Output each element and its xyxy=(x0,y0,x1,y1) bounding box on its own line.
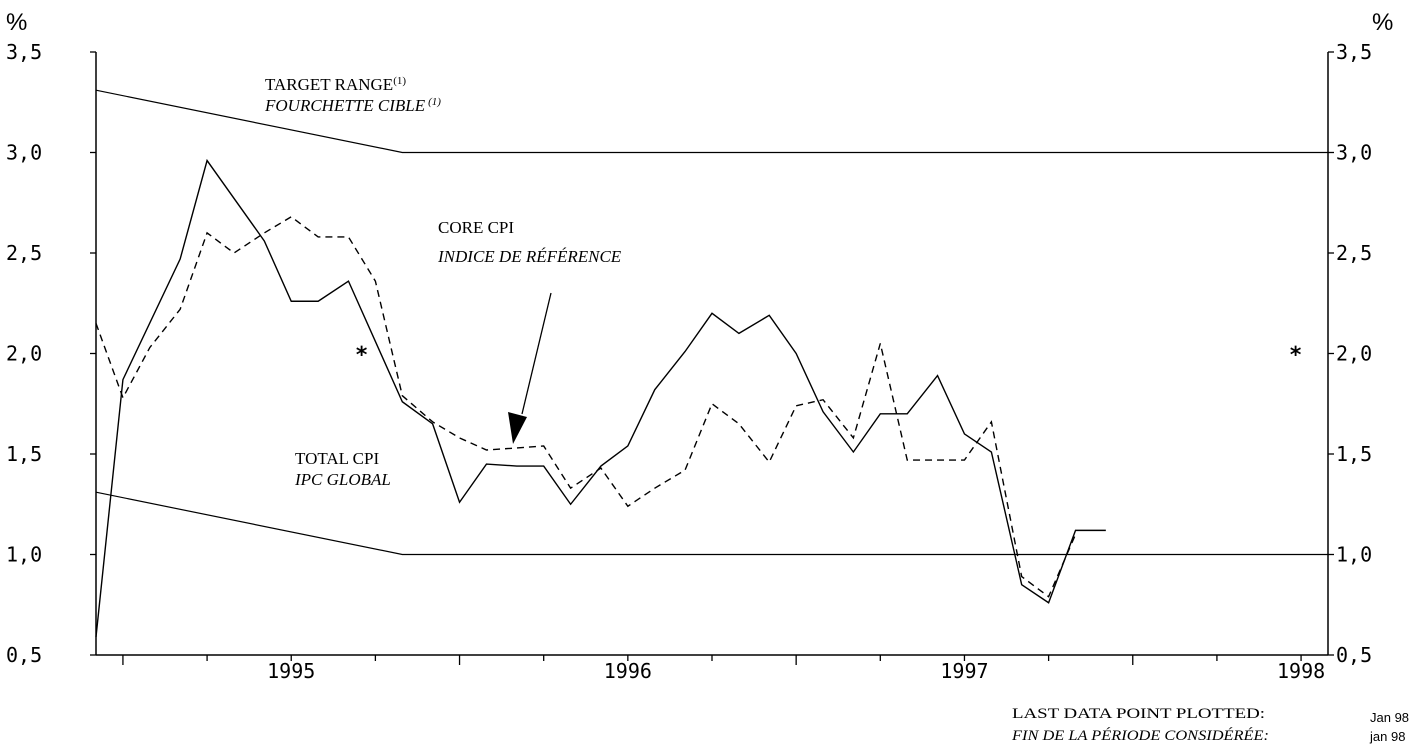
x-tick-label: 1996 xyxy=(604,659,652,683)
left-unit-label: % xyxy=(6,9,27,36)
core-cpi-arrow-head xyxy=(508,412,527,444)
last-point-value-fr: jan 98 xyxy=(1369,729,1405,744)
last-point-label-fr: FIN DE LA PÉRIODE CONSIDÉRÉE: xyxy=(1011,727,1269,744)
total-cpi-label-fr: IPC GLOBAL xyxy=(294,470,391,489)
y-tick-label-right: 2,5 xyxy=(1336,241,1372,265)
right-unit-label: % xyxy=(1372,9,1393,36)
y-tick-label-left: 2,0 xyxy=(6,342,42,366)
last-point-label: LAST DATA POINT PLOTTED: xyxy=(1012,706,1265,722)
star-marker-1: * xyxy=(355,343,368,368)
y-tick-label-left: 1,5 xyxy=(6,442,42,466)
y-tick-label-left: 3,5 xyxy=(6,40,42,64)
target-range-label: TARGET RANGE(1) xyxy=(265,75,406,94)
core-cpi-line xyxy=(95,215,1077,598)
x-tick-label: 1997 xyxy=(940,659,988,683)
x-ticks: 1995 1996 1997 1998 xyxy=(122,655,1325,683)
y-tick-label-left: 3,0 xyxy=(6,141,42,165)
y-tick-label-left: 0,5 xyxy=(6,643,42,667)
core-cpi-label-fr: INDICE DE RÉFÉRENCE xyxy=(437,247,622,266)
target-range-lower xyxy=(95,491,1328,556)
y-tick-label-left: 1,0 xyxy=(6,543,42,567)
y-tick-label-right: 3,0 xyxy=(1336,141,1372,165)
target-range-label-fr: FOURCHETTE CIBLE (1) xyxy=(264,96,441,115)
y-tick-label-right: 3,5 xyxy=(1336,40,1372,64)
y-tick-label-right: 1,5 xyxy=(1336,442,1372,466)
y-tick-label-right: 1,0 xyxy=(1336,543,1372,567)
last-point-value: Jan 98 xyxy=(1370,710,1409,725)
target-range-upper xyxy=(95,89,1328,154)
x-tick-label: 1995 xyxy=(267,659,315,683)
core-cpi-arrow-line xyxy=(521,292,552,415)
total-cpi-label: TOTAL CPI xyxy=(295,449,379,468)
y-tick-label-right: 0,5 xyxy=(1336,643,1372,667)
y-tick-label-left: 2,5 xyxy=(6,241,42,265)
y-tick-label-right: 2,0 xyxy=(1336,342,1372,366)
core-cpi-label: CORE CPI xyxy=(438,218,514,237)
y-ticks: 0,5 0,5 1,0 1,0 1,5 1,5 2,0 2,0 2,5 2,5 3,0 3,0 3,5 3… xyxy=(6,40,1372,667)
x-tick-label: 1998 xyxy=(1277,659,1325,683)
star-marker-2: * xyxy=(1289,343,1302,368)
series-lines xyxy=(95,158,1106,637)
total-cpi-line xyxy=(95,158,1106,637)
target-range-lines xyxy=(95,89,1328,556)
